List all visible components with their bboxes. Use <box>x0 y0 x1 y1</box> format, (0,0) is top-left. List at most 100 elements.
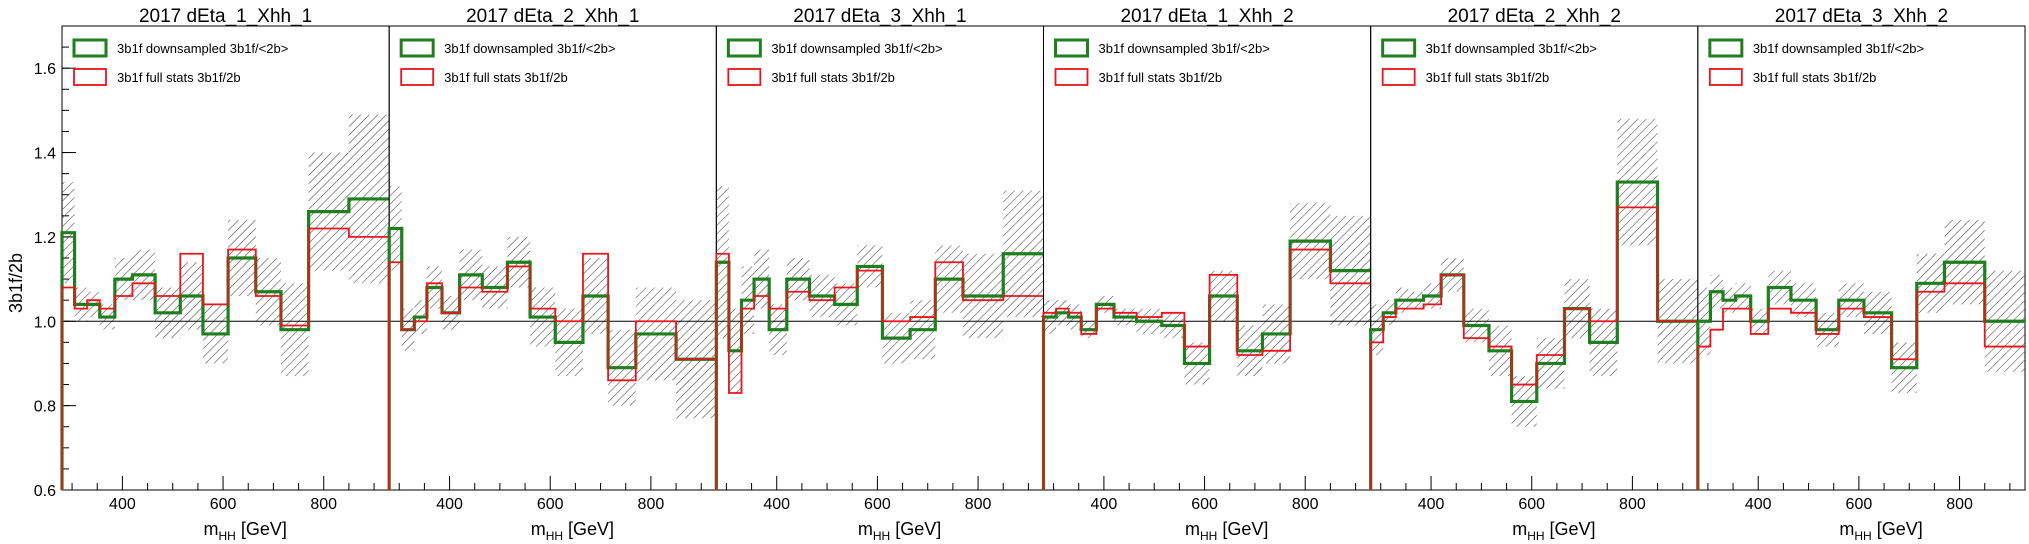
legend-swatch-fullstats <box>1708 68 1743 86</box>
x-tick-label: 400 <box>109 496 136 513</box>
panel-1: 2017 dEta_1_Xhh_1 400 600 800 mHH [GeV] 3b1f … <box>60 6 390 543</box>
legend-label-downsampled: 3b1f downsampled 3b1f/<2b> <box>1753 41 1924 56</box>
x-tick-label: 400 <box>1091 496 1118 513</box>
legend-swatch-downsampled <box>399 38 435 58</box>
legend-swatch-downsampled <box>726 38 762 58</box>
x-axis-title-unit: [GeV] <box>890 519 941 539</box>
panel-title: 2017 dEta_1_Xhh_1 <box>139 6 312 27</box>
legend-label-fullstats: 3b1f full stats 3b1f/2b <box>444 70 568 85</box>
x-axis-title: mHH [GeV] <box>1185 519 1268 543</box>
x-axis-title: mHH [GeV] <box>204 519 287 543</box>
x-axis-title: mHH [GeV] <box>1512 519 1595 543</box>
x-axis-title-unit: [GeV] <box>1545 519 1596 539</box>
legend: 3b1f downsampled 3b1f/<2b> 3b1f full stat… <box>399 38 615 86</box>
x-tick-label: 600 <box>864 496 891 513</box>
x-axis-title-subscript: HH <box>219 529 236 543</box>
legend: 3b1f downsampled 3b1f/<2b> 3b1f full stat… <box>1054 38 1270 86</box>
x-axis-title-unit: [GeV] <box>1217 519 1268 539</box>
x-tick-label: 600 <box>1191 496 1218 513</box>
x-axis-title: mHH [GeV] <box>858 519 941 543</box>
x-axis-title-main: m <box>1839 519 1854 539</box>
legend-label-fullstats: 3b1f full stats 3b1f/2b <box>1426 70 1550 85</box>
fullstats-step-line <box>1042 248 1371 490</box>
x-axis-title-main: m <box>204 519 219 539</box>
x-axis-title: mHH [GeV] <box>531 519 614 543</box>
fullstats-step-line <box>1696 282 2025 490</box>
panel-2: 2017 dEta_2_Xhh_1 400 600 800 mHH [GeV] 3b1f … <box>387 6 717 543</box>
y-axis-title: 3b1f/2b <box>6 253 26 313</box>
x-axis-title-main: m <box>858 519 873 539</box>
legend-label-fullstats: 3b1f full stats 3b1f/2b <box>1099 70 1223 85</box>
panel-4: 2017 dEta_1_Xhh_2 400 600 800 mHH [GeV] 3b1f … <box>1041 6 1372 543</box>
legend-swatch-fullstats <box>400 68 435 86</box>
fullstats-step-line <box>1369 206 1698 490</box>
x-tick-label: 800 <box>1619 496 1646 513</box>
legend-label-fullstats: 3b1f full stats 3b1f/2b <box>771 70 895 85</box>
x-tick-label: 400 <box>436 496 463 513</box>
legend: 3b1f downsampled 3b1f/<2b> 3b1f full stat… <box>1381 38 1597 86</box>
x-tick-label: 800 <box>965 496 992 513</box>
legend-swatch-downsampled <box>1054 38 1089 58</box>
y-tick-label: 0.8 <box>34 399 56 416</box>
panel-title: 2017 dEta_2_Xhh_2 <box>1448 6 1621 27</box>
x-axis-title: mHH [GeV] <box>1839 519 1922 543</box>
downsampled-step-line <box>1696 260 2025 490</box>
legend-label-downsampled: 3b1f downsampled 3b1f/<2b> <box>771 41 942 56</box>
panel-3: 2017 dEta_3_Xhh_1 400 600 800 mHH [GeV] 3b1f … <box>714 6 1044 543</box>
x-axis-title-unit: [GeV] <box>236 519 287 539</box>
x-axis-title-subscript: HH <box>873 529 890 543</box>
x-tick-label: 800 <box>1292 496 1319 513</box>
legend-label-downsampled: 3b1f downsampled 3b1f/<2b> <box>444 41 615 56</box>
x-tick-label: 600 <box>1518 496 1545 513</box>
legend: 3b1f downsampled 3b1f/<2b> 3b1f full stat… <box>1708 38 1924 86</box>
x-tick-label: 400 <box>1418 496 1445 513</box>
x-axis-title-subscript: HH <box>1200 529 1217 543</box>
legend-swatch-fullstats <box>1381 68 1416 86</box>
x-tick-label: 800 <box>638 496 665 513</box>
legend-label-downsampled: 3b1f downsampled 3b1f/<2b> <box>1099 41 1270 56</box>
panel-title: 2017 dEta_3_Xhh_1 <box>793 6 966 27</box>
x-tick-label: 800 <box>1946 496 1973 513</box>
y-tick-label: 1.0 <box>34 314 56 331</box>
panel-5: 2017 dEta_2_Xhh_2 400 600 800 mHH [GeV] 3b1f … <box>1369 6 1699 543</box>
panel-frame <box>388 25 717 491</box>
legend-swatch-downsampled <box>1708 38 1744 58</box>
panel-title: 2017 dEta_3_Xhh_2 <box>1775 6 1948 27</box>
x-axis-title-subscript: HH <box>1854 529 1871 543</box>
y-tick-label: 1.4 <box>34 146 56 163</box>
x-axis-title-subscript: HH <box>1527 529 1544 543</box>
legend: 3b1f downsampled 3b1f/<2b> 3b1f full stat… <box>72 38 288 86</box>
legend: 3b1f downsampled 3b1f/<2b> 3b1f full stat… <box>726 38 943 86</box>
panel-frame <box>1697 25 2026 491</box>
x-axis-title-main: m <box>1512 519 1527 539</box>
x-tick-label: 600 <box>537 496 564 513</box>
y-tick-label: 1.6 <box>34 61 56 78</box>
plot-area: 0.6 0.8 1.0 1.2 1.4 1.6 2017 dEta_1_Xhh_1 400 60… <box>34 6 2026 543</box>
y-tick-label: 1.2 <box>34 230 56 247</box>
legend-swatch-downsampled <box>72 38 108 58</box>
fullstats-step-line <box>388 252 717 490</box>
x-axis-title-unit: [GeV] <box>563 519 614 539</box>
downsampled-step-line <box>1041 239 1371 490</box>
legend-label-downsampled: 3b1f downsampled 3b1f/<2b> <box>1426 41 1597 56</box>
legend-label-downsampled: 3b1f downsampled 3b1f/<2b> <box>117 41 288 56</box>
y-tick-label: 0.6 <box>34 483 56 500</box>
fullstats-step-line <box>715 252 1044 490</box>
legend-label-fullstats: 3b1f full stats 3b1f/2b <box>1753 70 1877 85</box>
x-tick-label: 600 <box>1846 496 1873 513</box>
legend-swatch-fullstats <box>73 68 107 86</box>
panel-6: 2017 dEta_3_Xhh_2 400 600 800 mHH [GeV] 3b1f … <box>1696 6 2026 543</box>
fullstats-step-line <box>61 227 390 490</box>
panel-title: 2017 dEta_1_Xhh_2 <box>1120 6 1293 27</box>
x-tick-label: 600 <box>210 496 237 513</box>
downsampled-step-line <box>60 197 390 490</box>
x-tick-label: 400 <box>763 496 790 513</box>
legend-swatch-fullstats <box>1054 68 1089 86</box>
x-tick-label: 400 <box>1745 496 1772 513</box>
legend-label-fullstats: 3b1f full stats 3b1f/2b <box>117 70 241 85</box>
legend-swatch-fullstats <box>727 68 762 86</box>
x-axis-title-unit: [GeV] <box>1872 519 1923 539</box>
x-tick-label: 800 <box>310 496 337 513</box>
panel-title: 2017 dEta_2_Xhh_1 <box>466 6 639 27</box>
